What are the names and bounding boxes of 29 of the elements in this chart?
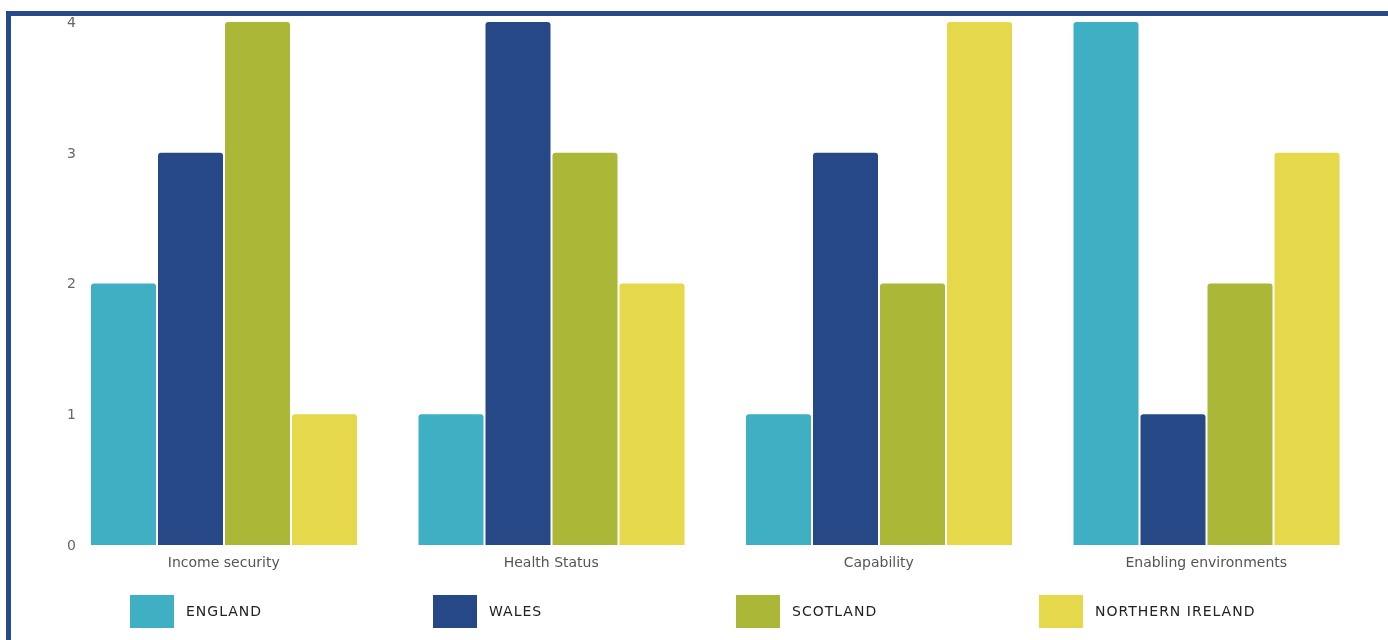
bar (485, 22, 551, 545)
bar (91, 283, 156, 545)
x-tick-label: Capability (843, 553, 914, 570)
bar (225, 22, 290, 545)
y-tick-label: 0 (67, 536, 76, 553)
legend-label: ENGLAND (186, 603, 263, 619)
legend-label: SCOTLAND (792, 603, 878, 619)
y-tick-label: 2 (67, 275, 76, 292)
y-tick-label: 4 (67, 13, 77, 30)
bar (292, 414, 357, 545)
x-tick-label: Health Status (503, 553, 599, 570)
bar (746, 414, 811, 545)
bar (947, 22, 1012, 545)
bar (158, 152, 223, 545)
bar (1207, 283, 1273, 545)
bar (1274, 152, 1340, 545)
bar (880, 283, 945, 545)
bar (813, 152, 878, 545)
bar (418, 414, 484, 545)
y-tick-label: 3 (67, 144, 76, 161)
bar (1140, 414, 1206, 545)
bar (1073, 22, 1139, 545)
legend-label: NORTHERN IRELAND (1095, 603, 1256, 619)
legend-label: WALES (489, 603, 543, 619)
x-tick-label: Income security (167, 553, 280, 570)
bar (619, 283, 685, 545)
x-tick-label: Enabling environments (1125, 553, 1288, 570)
y-tick-label: 1 (67, 406, 76, 423)
bar (552, 152, 618, 545)
